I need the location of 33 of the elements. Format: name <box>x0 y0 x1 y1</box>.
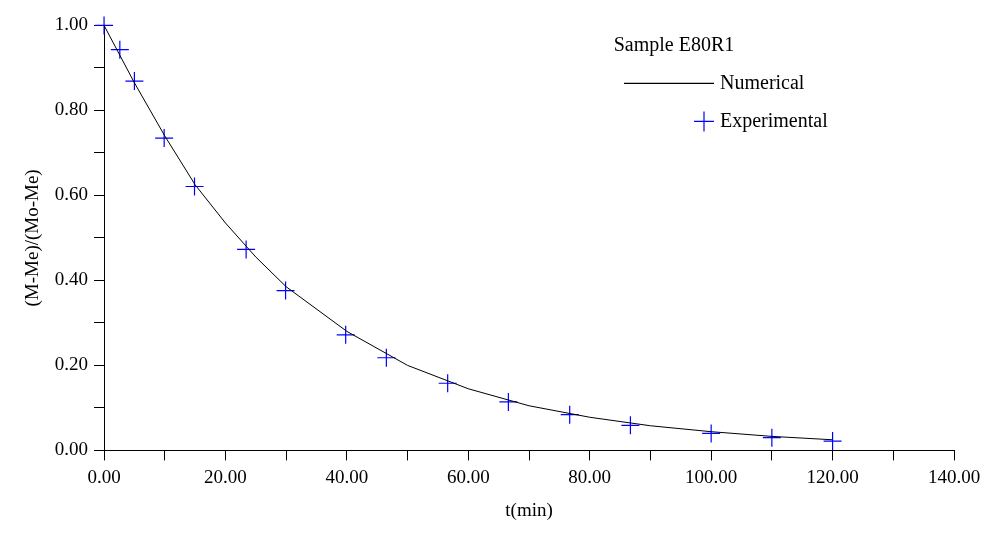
point <box>438 373 458 393</box>
point <box>154 128 174 148</box>
x-tick-label: 40.00 <box>325 465 369 487</box>
y-tick-label: 0.40 <box>54 268 89 290</box>
x-tick-label: 80.00 <box>568 465 612 487</box>
x-tick-label: 20.00 <box>204 465 247 487</box>
y-axis-title: (M-Me)/(Mo-Me) <box>21 169 44 307</box>
y-tick-label: 0.00 <box>54 438 89 460</box>
point <box>822 431 843 451</box>
y-tick-label: 0.80 <box>54 98 89 120</box>
point <box>184 176 205 197</box>
point <box>498 392 518 412</box>
x-tick-label: 0.00 <box>87 465 121 487</box>
legend-label: Numerical <box>720 70 805 93</box>
point <box>124 71 145 91</box>
point <box>336 325 356 345</box>
legend-label: Experimental <box>720 108 829 132</box>
x-tick-label: 100.00 <box>685 465 738 487</box>
x-tick-label: 120.00 <box>806 465 859 487</box>
point <box>275 281 296 301</box>
y-tick-label: 0.60 <box>54 183 89 205</box>
point <box>110 40 130 60</box>
point <box>236 239 256 259</box>
point <box>701 423 721 443</box>
x-tick-label: 140.00 <box>927 465 981 487</box>
x-tick-label: 60.00 <box>446 465 490 487</box>
point <box>762 428 782 448</box>
y-tick-label: 1.00 <box>54 13 89 35</box>
point <box>94 15 114 35</box>
legend-title: Sample E80R1 <box>613 32 735 56</box>
point <box>620 415 641 435</box>
y-tick-label: 0.20 <box>54 353 89 375</box>
x-axis-title: t(min) <box>505 498 553 521</box>
